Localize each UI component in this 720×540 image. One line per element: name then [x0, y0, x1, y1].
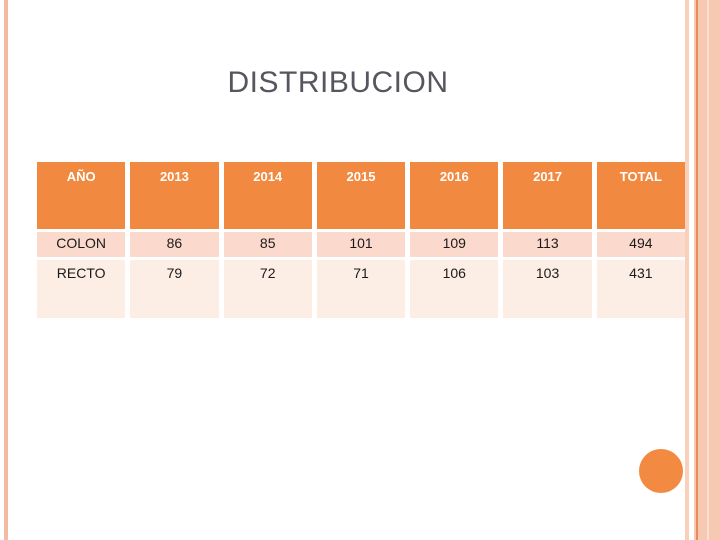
right-border-stripe-outer: [685, 0, 689, 540]
right-border-stripe-edge: [709, 0, 720, 540]
table-header-2015: 2015: [316, 162, 406, 229]
table-header-year: AÑO: [37, 162, 126, 229]
right-border-stripe-thin: [694, 0, 696, 540]
right-border-stripe-dark-line: [696, 0, 698, 540]
row-colon-value-2016: 109: [410, 232, 499, 257]
row-colon-value-2015: 101: [316, 232, 406, 257]
slide-title: DISTRIBUCION: [227, 66, 449, 99]
row-recto-value-2016: 106: [410, 260, 499, 318]
row-recto-value-2017: 103: [503, 260, 592, 318]
row-colon-value-2014: 85: [223, 232, 312, 257]
distribution-table: AÑO 2013 2014 2015 2016 2017 TOTAL COLON…: [37, 162, 685, 318]
right-border-stripe-band: [698, 0, 707, 540]
table-header-2013: 2013: [130, 162, 219, 229]
row-recto-value-2013: 79: [130, 260, 219, 318]
accent-circle: [639, 449, 683, 493]
table-header-2016: 2016: [410, 162, 499, 229]
table-header-2014: 2014: [223, 162, 312, 229]
row-colon-total: 494: [596, 232, 685, 257]
table-header-2017: 2017: [503, 162, 592, 229]
row-recto-value-2015: 71: [316, 260, 406, 318]
row-colon-label: COLON: [37, 232, 126, 257]
left-border-stripe: [4, 0, 8, 540]
row-colon-value-2017: 113: [503, 232, 592, 257]
row-recto-label: RECTO: [37, 260, 126, 318]
table-header-total: TOTAL: [596, 162, 685, 229]
row-recto-value-2014: 72: [223, 260, 312, 318]
row-recto-total: 431: [596, 260, 685, 318]
row-colon-value-2013: 86: [130, 232, 219, 257]
right-border-stripe-highlight: [707, 0, 709, 540]
